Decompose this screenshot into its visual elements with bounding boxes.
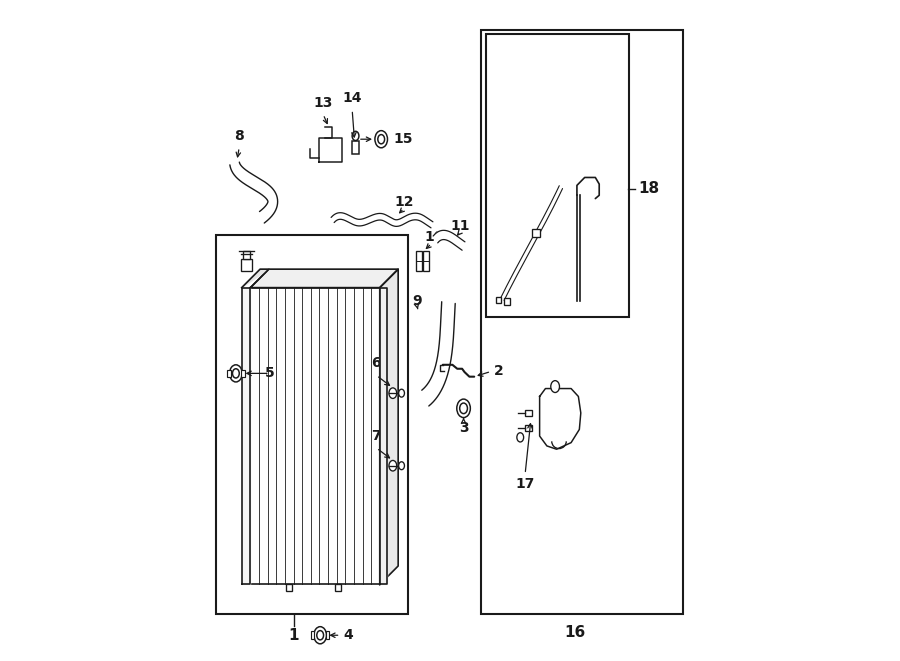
Bar (416, 251, 422, 271)
Circle shape (375, 131, 388, 148)
Bar (525, 410, 533, 416)
Text: 18: 18 (638, 181, 659, 196)
Text: 17: 17 (516, 477, 535, 490)
Text: 13: 13 (313, 96, 333, 110)
Polygon shape (250, 269, 398, 288)
Text: 1: 1 (289, 628, 300, 642)
Bar (241, 370, 245, 377)
Polygon shape (230, 162, 277, 223)
Bar (217, 235, 408, 614)
Bar (336, 584, 341, 591)
Bar (227, 370, 230, 377)
Polygon shape (320, 138, 342, 163)
Bar (352, 141, 359, 155)
Bar (504, 298, 510, 305)
Bar (243, 251, 250, 259)
Circle shape (230, 365, 242, 382)
Text: 14: 14 (342, 91, 362, 105)
Text: 10: 10 (425, 230, 445, 244)
Circle shape (457, 399, 471, 418)
Text: 11: 11 (451, 219, 471, 233)
Bar (496, 297, 501, 303)
Circle shape (314, 627, 327, 644)
Bar (486, 34, 629, 317)
Text: 8: 8 (234, 129, 244, 143)
Polygon shape (380, 269, 398, 584)
Text: 15: 15 (393, 132, 413, 146)
Circle shape (352, 132, 359, 141)
Circle shape (389, 461, 397, 471)
Bar (326, 631, 328, 639)
Circle shape (389, 388, 397, 399)
Bar (311, 631, 314, 639)
Circle shape (317, 631, 324, 640)
Circle shape (551, 381, 560, 393)
Polygon shape (242, 288, 250, 584)
Bar (423, 251, 429, 271)
Bar (240, 259, 252, 271)
Text: 3: 3 (459, 421, 468, 435)
Circle shape (399, 462, 404, 470)
Text: 2: 2 (493, 364, 503, 378)
Text: 12: 12 (394, 195, 414, 209)
Polygon shape (422, 301, 455, 406)
Polygon shape (380, 288, 387, 584)
Bar (482, 30, 682, 614)
Text: 6: 6 (372, 356, 382, 370)
Circle shape (378, 135, 384, 144)
Text: 16: 16 (564, 625, 586, 640)
Polygon shape (242, 269, 269, 288)
Text: 4: 4 (344, 628, 353, 642)
Polygon shape (310, 149, 320, 158)
Bar (525, 425, 533, 432)
Polygon shape (331, 213, 433, 228)
Polygon shape (501, 186, 562, 301)
Polygon shape (540, 389, 580, 449)
Circle shape (517, 433, 524, 442)
Bar (286, 584, 292, 591)
Text: 9: 9 (412, 294, 422, 308)
Polygon shape (250, 288, 380, 584)
Polygon shape (433, 230, 465, 251)
Circle shape (399, 389, 404, 397)
Circle shape (232, 369, 239, 378)
Text: 7: 7 (372, 429, 382, 443)
Circle shape (460, 403, 467, 414)
Bar (533, 229, 540, 237)
Polygon shape (326, 128, 332, 138)
Text: 5: 5 (265, 366, 274, 380)
